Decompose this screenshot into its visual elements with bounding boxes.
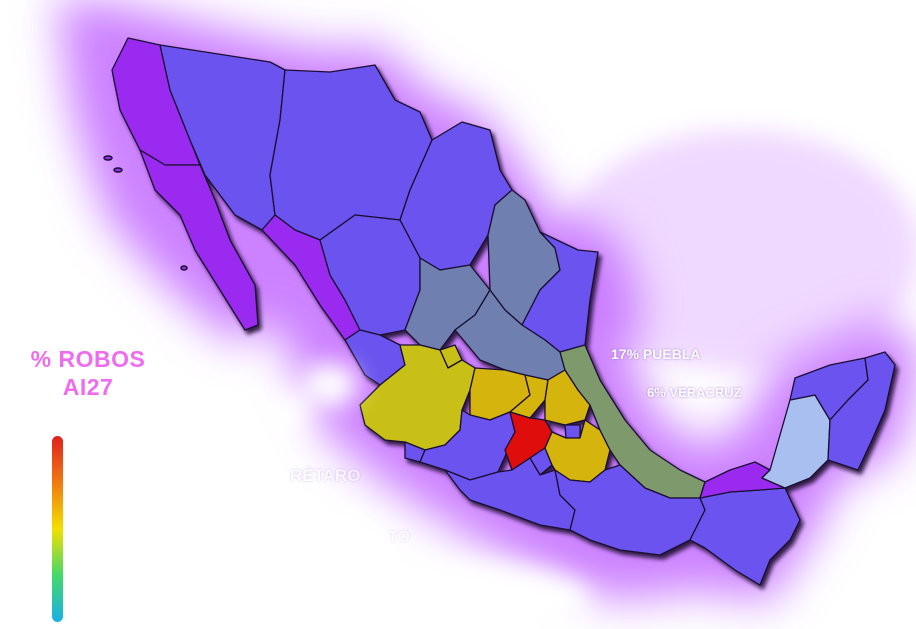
- label-veracruz: 6% VERACRUZ: [647, 385, 742, 400]
- legend-color-bar: [52, 436, 63, 622]
- label-guanajuato: TO: [388, 529, 410, 546]
- state-baja-california-sur: [139, 149, 259, 331]
- state-tlaxcala: [564, 424, 581, 439]
- islands: [103, 155, 188, 271]
- smudge-1: [302, 363, 358, 407]
- island-a: [103, 155, 113, 161]
- label-queretaro: RÉTARO: [290, 466, 361, 485]
- legend-title-line1: % ROBOS: [30, 346, 146, 372]
- label-puebla: 17% PUEBLA: [611, 346, 701, 362]
- states-layer: [111, 37, 896, 586]
- legend-title-line2: AI27: [62, 374, 114, 400]
- smudge-2: [263, 395, 307, 435]
- white-overlay: [60, 363, 590, 629]
- state-quintana-roo: [827, 351, 896, 471]
- gulf-wash: [560, 130, 916, 370]
- smudge-5: [350, 565, 590, 629]
- island-c: [180, 265, 188, 271]
- island-b: [113, 167, 123, 173]
- smudge-4: [120, 505, 400, 615]
- sea-wash: [560, 130, 916, 370]
